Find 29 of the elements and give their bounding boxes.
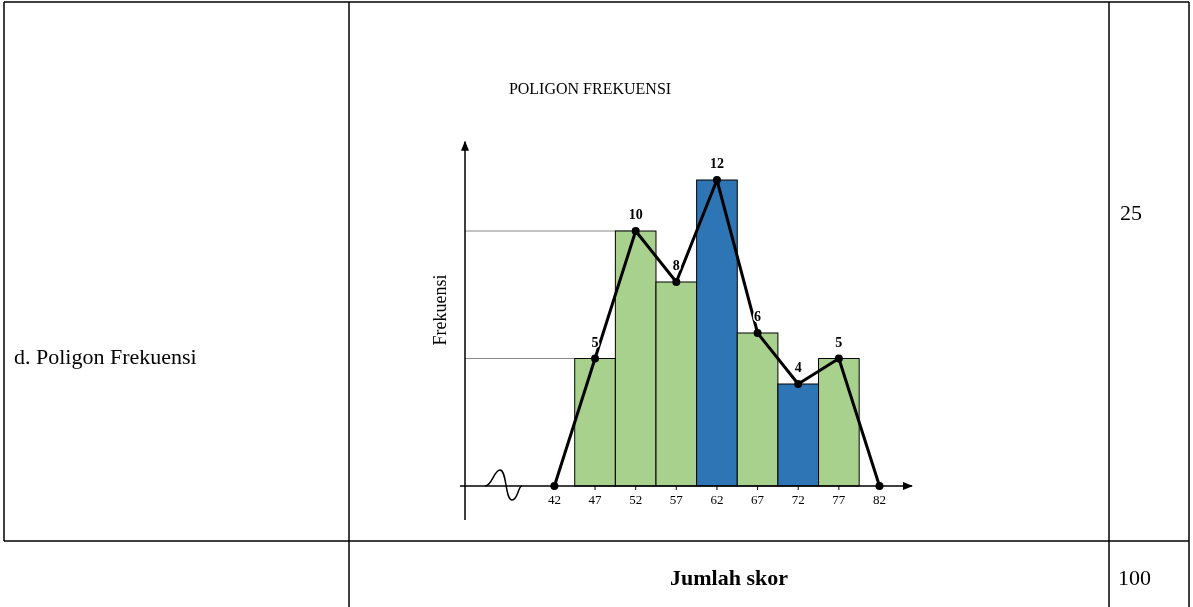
- data-label: 6: [754, 309, 762, 324]
- x-tick-label: 82: [872, 492, 886, 507]
- x-tick-label: 72: [791, 492, 805, 507]
- text: Jumlah skor: [670, 565, 789, 590]
- point: [712, 176, 721, 184]
- x-tick-label: 57: [669, 492, 684, 507]
- x-tick-label: 67: [751, 492, 765, 507]
- data-label: 12: [709, 156, 724, 171]
- x-tick-label: 42: [547, 492, 561, 507]
- x-tick-label: 52: [629, 492, 643, 507]
- text: d. Poligon Frekuensi: [14, 344, 197, 369]
- data-label: 10: [628, 207, 643, 222]
- chart-title: POLIGON FREKUENSI: [508, 80, 672, 97]
- data-label: 4: [794, 360, 802, 375]
- text: 100: [1118, 565, 1151, 590]
- data-label: 5: [835, 334, 843, 350]
- y-axis-title: Frekuensi: [430, 274, 450, 346]
- point: [834, 354, 843, 363]
- x-tick-label: 47: [588, 492, 603, 507]
- point: [591, 354, 600, 363]
- x-tick-label: 62: [710, 492, 724, 507]
- point: [794, 380, 803, 388]
- text: 25: [1120, 200, 1142, 225]
- point: [631, 227, 640, 235]
- data-label: 8: [672, 258, 680, 273]
- point: [753, 329, 762, 337]
- x-tick-label: 77: [832, 492, 846, 507]
- point: [672, 278, 681, 286]
- data-label: 5: [591, 334, 599, 350]
